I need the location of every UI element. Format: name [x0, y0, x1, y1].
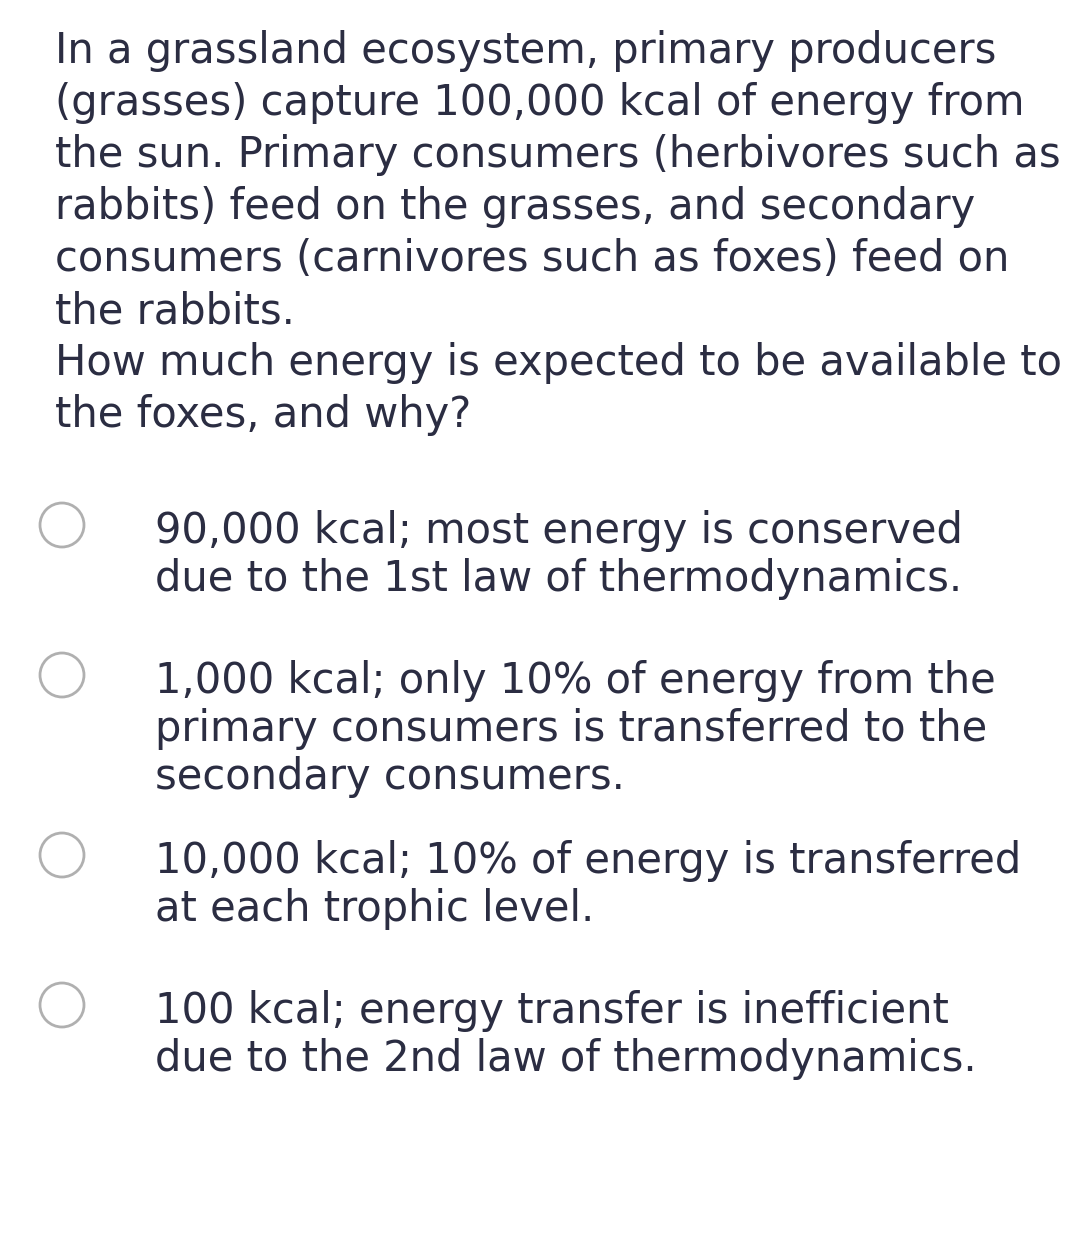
Text: due to the 1st law of thermodynamics.: due to the 1st law of thermodynamics. [155, 558, 962, 600]
Text: In a grassland ecosystem, primary producers: In a grassland ecosystem, primary produc… [55, 30, 996, 72]
Text: 10,000 kcal; 10% of energy is transferred: 10,000 kcal; 10% of energy is transferre… [155, 840, 1021, 882]
Text: How much energy is expected to be available to: How much energy is expected to be availa… [55, 342, 1062, 384]
Text: 90,000 kcal; most energy is conserved: 90,000 kcal; most energy is conserved [155, 510, 963, 552]
Text: consumers (carnivores such as foxes) feed on: consumers (carnivores such as foxes) fee… [55, 238, 1009, 280]
Text: due to the 2nd law of thermodynamics.: due to the 2nd law of thermodynamics. [155, 1038, 976, 1080]
Text: primary consumers is transferred to the: primary consumers is transferred to the [155, 708, 987, 750]
Text: 100 kcal; energy transfer is inefficient: 100 kcal; energy transfer is inefficient [155, 990, 949, 1032]
Text: rabbits) feed on the grasses, and secondary: rabbits) feed on the grasses, and second… [55, 186, 975, 228]
Text: the foxes, and why?: the foxes, and why? [55, 394, 471, 436]
Text: 1,000 kcal; only 10% of energy from the: 1,000 kcal; only 10% of energy from the [155, 660, 996, 702]
Text: secondary consumers.: secondary consumers. [155, 756, 625, 798]
Text: (grasses) capture 100,000 kcal of energy from: (grasses) capture 100,000 kcal of energy… [55, 81, 1024, 123]
Text: the sun. Primary consumers (herbivores such as: the sun. Primary consumers (herbivores s… [55, 135, 1060, 176]
Text: at each trophic level.: at each trophic level. [155, 888, 595, 930]
Text: the rabbits.: the rabbits. [55, 290, 295, 332]
